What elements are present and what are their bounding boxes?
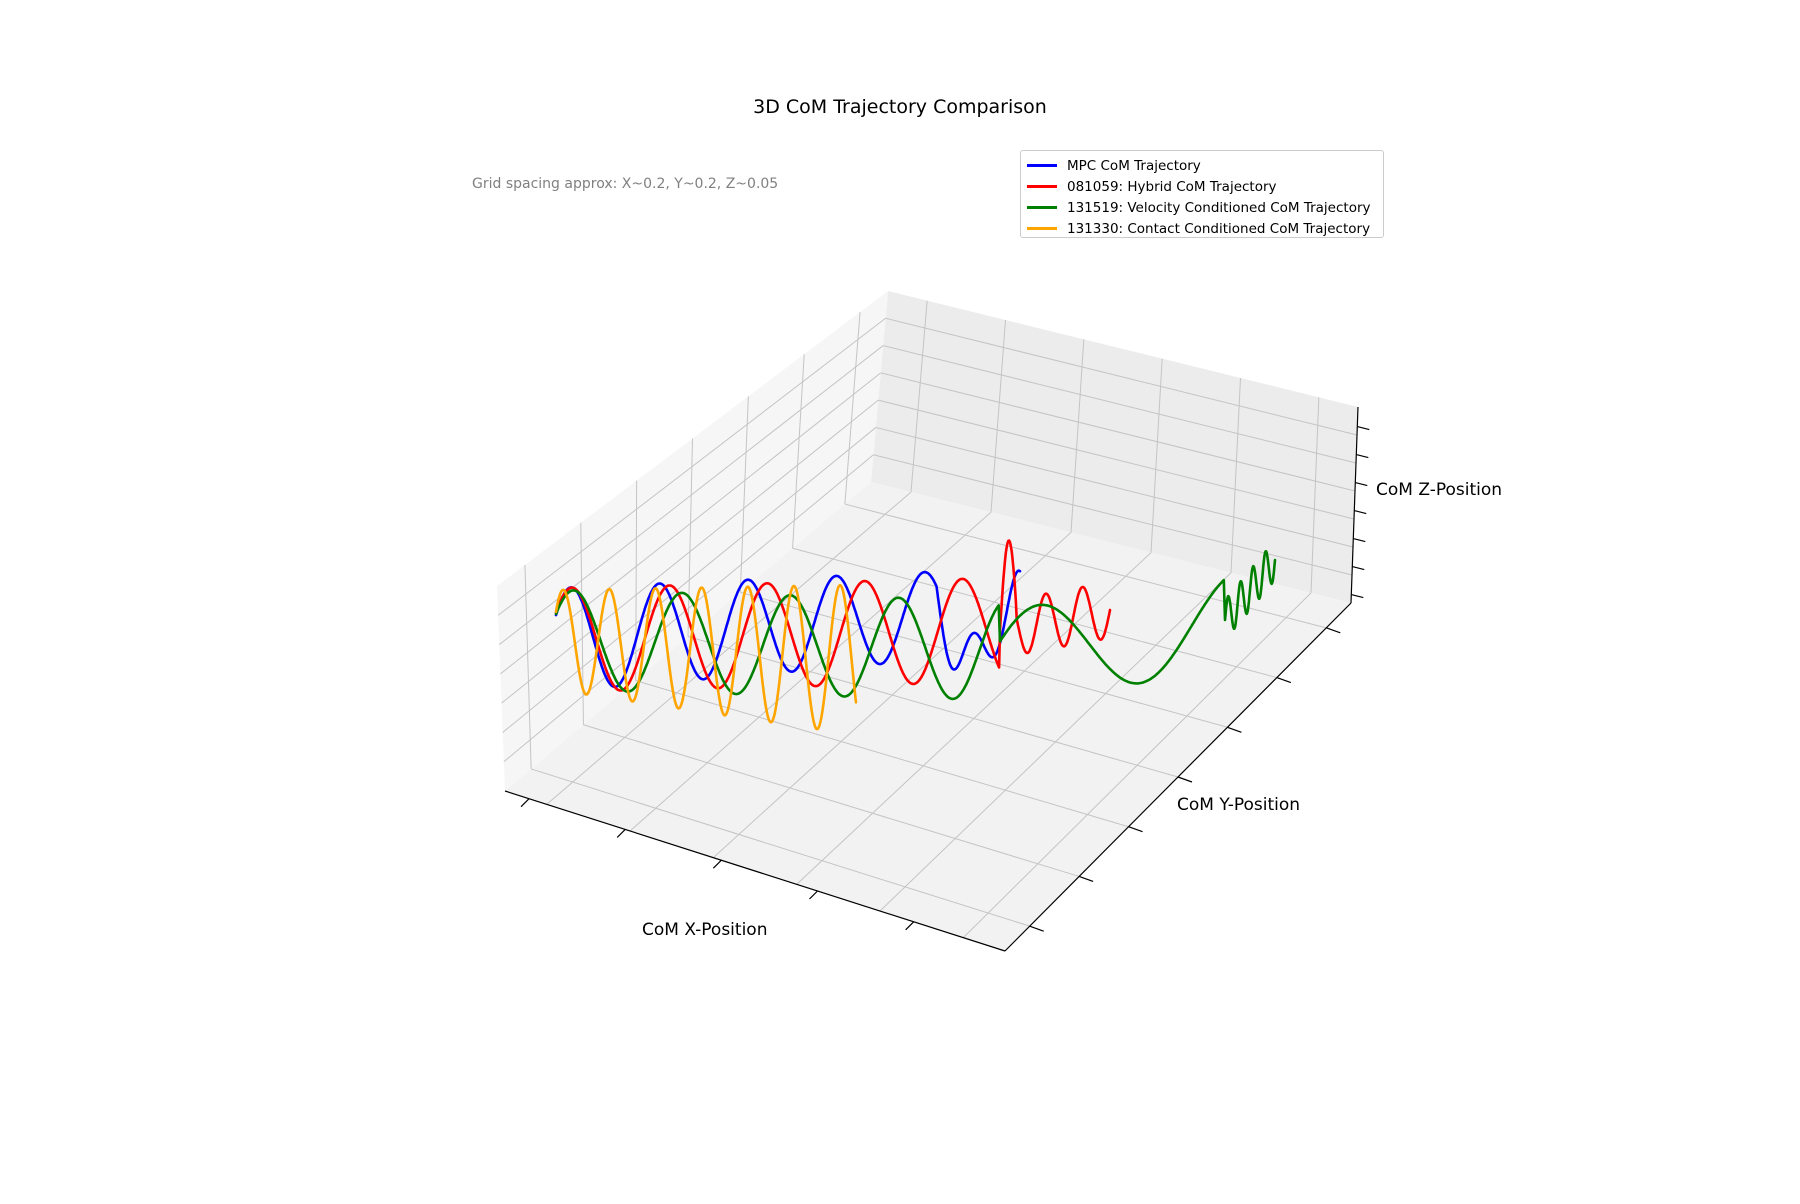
back-wall-pane [871,291,1358,603]
legend-label: 131330: Contact Conditioned CoM Trajecto… [1067,220,1371,237]
y-tick [1128,826,1143,833]
grid-lines [497,300,1358,939]
z-tick [1356,454,1369,459]
y-tick [1029,925,1044,932]
z-tick [1357,426,1370,431]
legend-item: 131519: Velocity Conditioned CoM Traject… [1027,197,1377,218]
grid-line [1230,377,1241,573]
y-tick [1227,726,1242,733]
x-tick [905,921,915,931]
z-tick [1354,510,1367,515]
grid-line [885,317,1358,436]
y-tick [1177,776,1193,783]
grid-line [873,454,1353,576]
grid-line [910,300,928,493]
grid-line [990,319,1006,513]
grid-line [740,591,1228,728]
floor-pane [505,482,1351,951]
z-tick [1352,566,1365,571]
y-tick [1276,677,1292,684]
legend-label: 081059: Hybrid CoM Trajectory [1067,178,1277,195]
z-axis-line [1350,406,1359,604]
x-tick [809,890,818,900]
legend-item: 131330: Contact Conditioned CoM Trajecto… [1027,218,1377,239]
grid-line [875,426,1354,548]
grid-line [792,354,805,549]
legend-item: 081059: Hybrid CoM Trajectory [1027,176,1377,197]
legend-swatch [1027,206,1057,209]
y-tick [1326,627,1341,634]
ticks [520,426,1370,932]
grid-line [502,427,877,733]
grid-line [635,680,1129,828]
y-axis-label: CoM Y-Position [1177,795,1301,815]
grid-line [883,345,1357,464]
grid-spacing-note: Grid spacing approx: X~0.2, Y~0.2, Z~0.0… [472,176,779,192]
x-tick [520,798,530,808]
grid-line [501,399,879,704]
series-lines [554,539,1277,731]
z-tick [1353,538,1366,543]
x-axis-line [504,790,1006,952]
series-mpc [554,569,1022,689]
legend-swatch [1027,185,1057,188]
legend: MPC CoM Trajectory 081059: Hybrid CoM Tr… [1020,150,1384,238]
grid-line [583,724,1080,877]
z-tick [1351,594,1364,599]
grid-line [739,396,749,593]
grid-line [524,564,532,769]
y-tick [1078,875,1094,882]
legend-swatch [1027,227,1057,230]
grid-line [880,372,1356,492]
x-tick [712,859,722,869]
x-tick [616,829,626,838]
grid-line [687,438,693,637]
grid-line [878,399,1355,520]
grid-line [792,547,1277,679]
grid-line [503,454,874,763]
legend-item: MPC CoM Trajectory [1027,155,1377,176]
grid-line [1150,358,1163,553]
grid-line [844,312,861,505]
chart-title: 3D CoM Trajectory Comparison [753,96,1047,118]
grid-line [497,317,886,616]
grid-line [687,636,1179,778]
series-hybrid [554,539,1112,692]
grid-line [1310,397,1320,593]
grid-line [530,768,1030,927]
series-velocity [554,550,1277,701]
legend-label: MPC CoM Trajectory [1067,157,1201,174]
legend-swatch [1027,164,1057,167]
grid-line [635,480,638,681]
x-axis-label: CoM X-Position [642,920,768,940]
grid-line [500,372,882,675]
z-axis-label: CoM Z-Position [1376,480,1503,500]
legend-label: 131519: Velocity Conditioned CoM Traject… [1067,199,1371,216]
series-contact [554,584,858,731]
grid-line [1070,339,1085,533]
z-tick [1355,482,1368,487]
